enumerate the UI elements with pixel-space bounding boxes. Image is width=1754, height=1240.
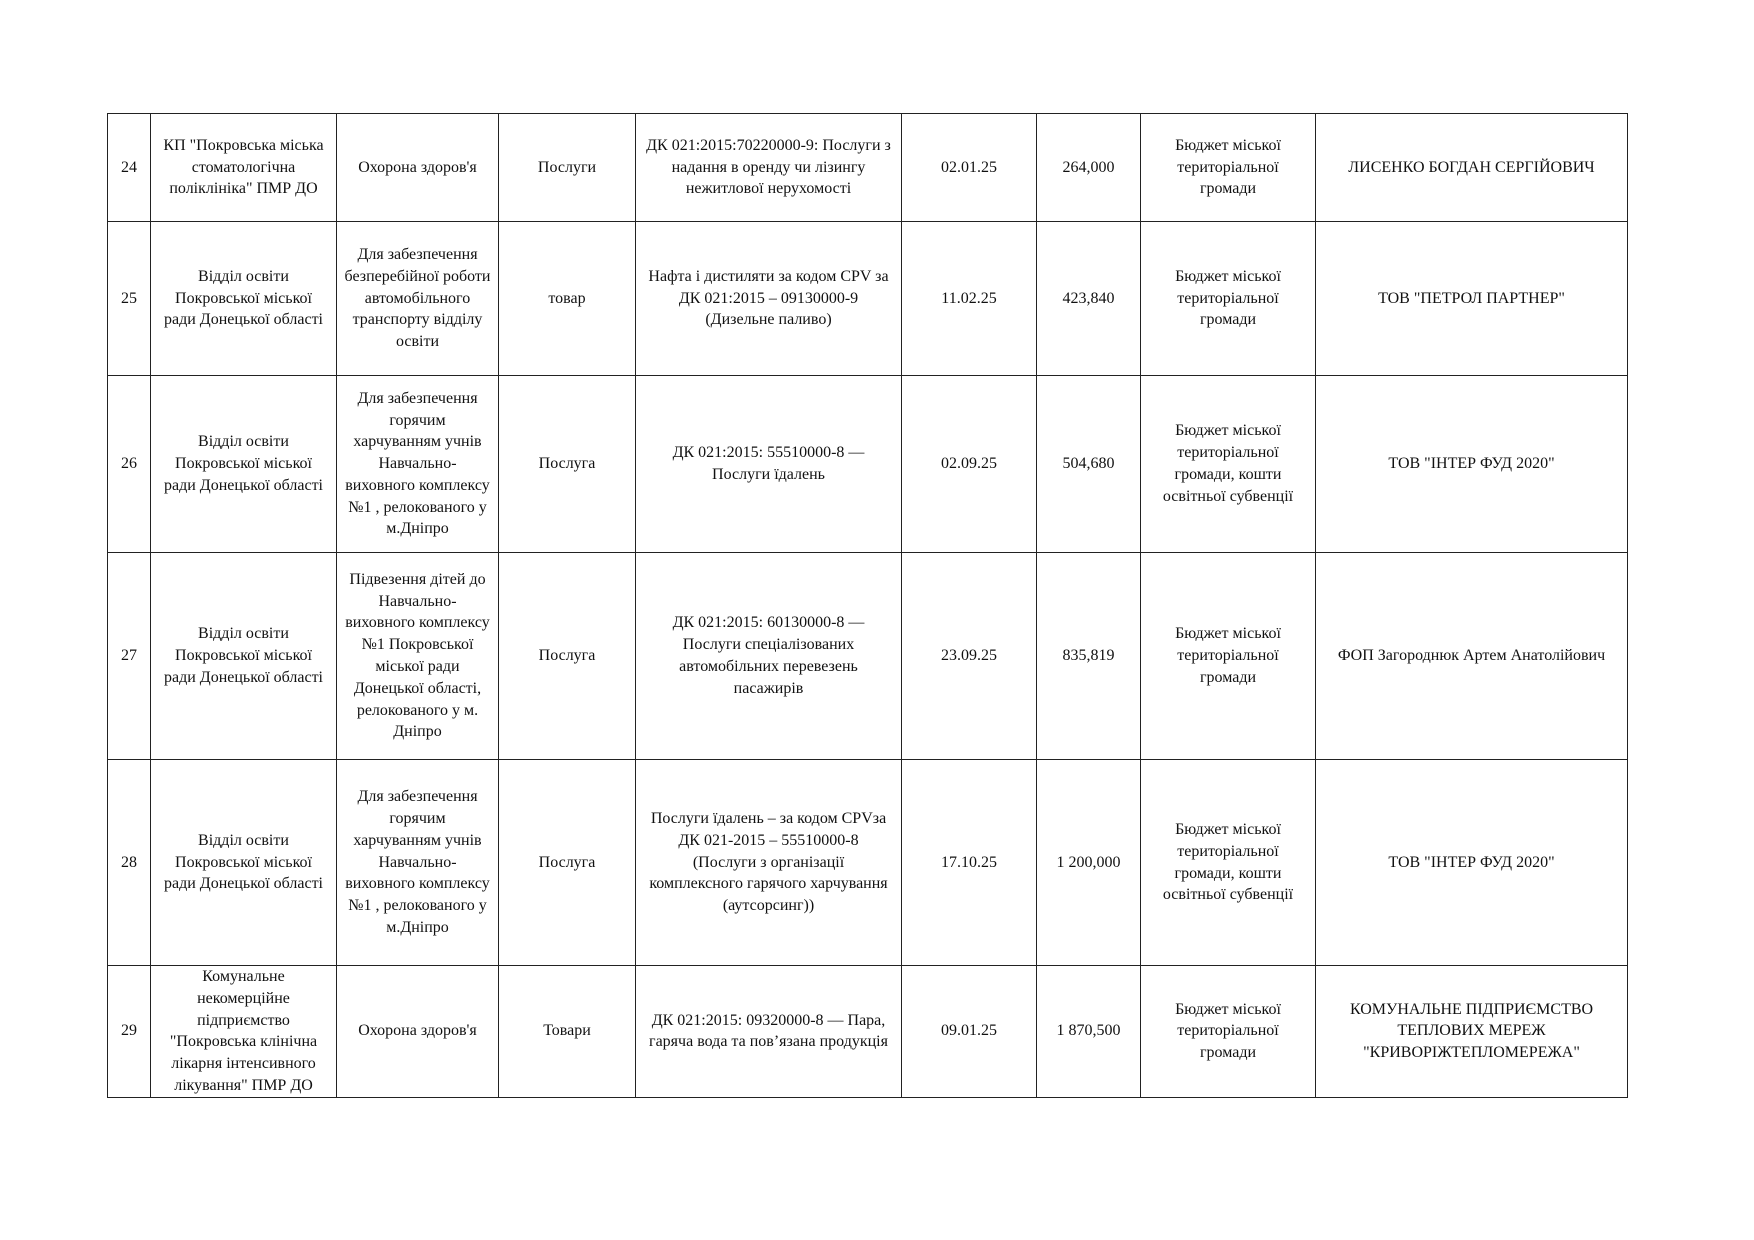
cell-subject: Нафта і дистиляти за кодом CPV за ДК 021… — [635, 221, 902, 376]
cell-subject: ДК 021:2015: 09320000-8 — Пара, гаряча в… — [635, 965, 902, 1098]
cell-type: Послуга — [498, 552, 636, 760]
cell-source: Бюджет міської територіальної громади — [1140, 552, 1316, 760]
table-row: 26 Відділ освіти Покровської міської ради… — [107, 375, 1628, 553]
cell-customer: Комунальне некомерційне підприємство "По… — [150, 965, 337, 1098]
table-row: 29 Комунальне некомерційне підприємство "… — [107, 965, 1628, 1098]
cell-type: Товари — [498, 965, 636, 1098]
cell-num: 28 — [107, 759, 151, 966]
cell-customer: Відділ освіти Покровської міської ради Д… — [150, 375, 337, 553]
table-row: 28 Відділ освіти Покровської міської ради… — [107, 759, 1628, 966]
table-row: 25 Відділ освіти Покровської міської ради… — [107, 221, 1628, 376]
cell-source: Бюджет міської територіальної громади, к… — [1140, 759, 1316, 966]
cell-date: 23.09.25 — [901, 552, 1037, 760]
cell-date: 09.01.25 — [901, 965, 1037, 1098]
cell-customer: Відділ освіти Покровської міської ради Д… — [150, 759, 337, 966]
cell-supplier: КОМУНАЛЬНЕ ПІДПРИЄМСТВО ТЕПЛОВИХ МЕРЕЖ "… — [1315, 965, 1628, 1098]
cell-purpose: Охорона здоров'я — [336, 965, 499, 1098]
cell-date: 02.01.25 — [901, 113, 1037, 222]
cell-customer: Відділ освіти Покровської міської ради Д… — [150, 552, 337, 760]
cell-source: Бюджет міської територіальної громади — [1140, 221, 1316, 376]
cell-purpose: Для забезпечення безперебійної роботи ав… — [336, 221, 499, 376]
procurement-table: 24 КП "Покровська міська стоматологічна п… — [107, 113, 1628, 1098]
cell-customer: Відділ освіти Покровської міської ради Д… — [150, 221, 337, 376]
cell-purpose: Для забезпечення горячим харчуванням учн… — [336, 759, 499, 966]
cell-purpose: Підвезення дітей до Навчально- виховного… — [336, 552, 499, 760]
cell-num: 29 — [107, 965, 151, 1098]
cell-amount: 835,819 — [1036, 552, 1141, 760]
cell-customer: КП "Покровська міська стоматологічна пол… — [150, 113, 337, 222]
cell-amount: 423,840 — [1036, 221, 1141, 376]
cell-supplier: ФОП Загороднюк Артем Анатолійович — [1315, 552, 1628, 760]
cell-subject: Послуги їдалень – за кодом CPVза ДК 021-… — [635, 759, 902, 966]
table-row: 24 КП "Покровська міська стоматологічна п… — [107, 113, 1628, 222]
cell-num: 25 — [107, 221, 151, 376]
cell-source: Бюджет міської територіальної громади, к… — [1140, 375, 1316, 553]
cell-num: 24 — [107, 113, 151, 222]
cell-date: 11.02.25 — [901, 221, 1037, 376]
cell-source: Бюджет міської територіальної громади — [1140, 113, 1316, 222]
cell-subject: ДК 021:2015: 55510000-8 — Послуги їдален… — [635, 375, 902, 553]
cell-type: Послуга — [498, 759, 636, 966]
cell-purpose: Для забезпечення горячим харчуванням учн… — [336, 375, 499, 553]
cell-supplier: ЛИСЕНКО БОГДАН СЕРГІЙОВИЧ — [1315, 113, 1628, 222]
cell-amount: 504,680 — [1036, 375, 1141, 553]
cell-amount: 264,000 — [1036, 113, 1141, 222]
cell-type: товар — [498, 221, 636, 376]
cell-date: 02.09.25 — [901, 375, 1037, 553]
cell-type: Послуги — [498, 113, 636, 222]
cell-subject: ДК 021:2015:70220000-9: Послуги з наданн… — [635, 113, 902, 222]
cell-num: 26 — [107, 375, 151, 553]
cell-source: Бюджет міської територіальної громади — [1140, 965, 1316, 1098]
cell-supplier: ТОВ "ІНТЕР ФУД 2020" — [1315, 375, 1628, 553]
table-row: 27 Відділ освіти Покровської міської ради… — [107, 552, 1628, 760]
cell-purpose: Охорона здоров'я — [336, 113, 499, 222]
cell-num: 27 — [107, 552, 151, 760]
cell-amount: 1 870,500 — [1036, 965, 1141, 1098]
cell-supplier: ТОВ "ІНТЕР ФУД 2020" — [1315, 759, 1628, 966]
cell-supplier: ТОВ "ПЕТРОЛ ПАРТНЕР" — [1315, 221, 1628, 376]
cell-amount: 1 200,000 — [1036, 759, 1141, 966]
cell-subject: ДК 021:2015: 60130000-8 — Послуги спеціа… — [635, 552, 902, 760]
cell-type: Послуга — [498, 375, 636, 553]
cell-date: 17.10.25 — [901, 759, 1037, 966]
